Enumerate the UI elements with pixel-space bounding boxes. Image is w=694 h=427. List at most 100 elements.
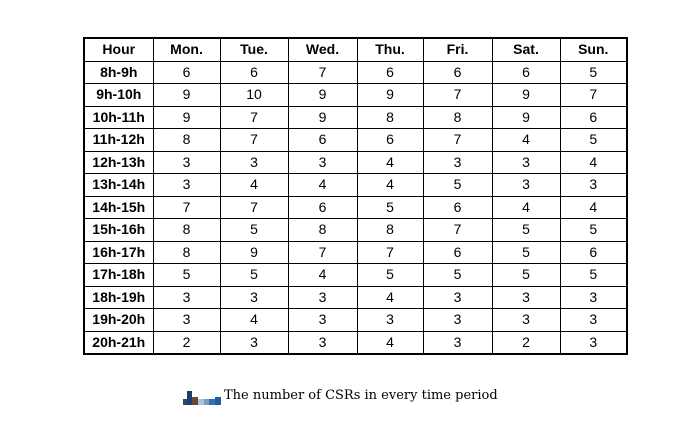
csr-count-cell: 5: [152, 263, 221, 287]
csr-count-cell: 3: [559, 330, 628, 355]
csr-count-cell: 3: [491, 150, 561, 174]
hour-cell: 9h-10h: [83, 83, 154, 107]
csr-count-cell: 8: [356, 105, 424, 129]
csr-count-cell: 9: [491, 83, 561, 107]
csr-count-cell: 3: [287, 330, 358, 355]
header-hour: Hour: [83, 37, 154, 62]
table-header-row: Hour Mon. Tue. Wed. Thu. Fri. Sat. Sun.: [83, 37, 628, 62]
csr-count-cell: 4: [287, 173, 358, 197]
csr-count-cell: 3: [491, 173, 561, 197]
csr-count-cell: 9: [219, 240, 289, 264]
table-row: 16h-17h 8 9 7 7 6 5 6: [83, 240, 628, 264]
csr-count-cell: 3: [422, 150, 493, 174]
table-row: 20h-21h 2 3 3 4 3 2 3: [83, 330, 628, 355]
table-body: 8h-9h 6 6 7 6 6 6 5 9h-10h 9 10 9 9 7 9 7 10h-11h 9 7 9 8 8 9 6…: [83, 60, 628, 355]
csr-count-cell: 9: [287, 83, 358, 107]
csr-count-cell: 5: [491, 263, 561, 287]
hour-cell: 12h-13h: [83, 150, 154, 174]
hour-cell: 8h-9h: [83, 60, 154, 84]
csr-count-cell: 3: [287, 285, 358, 309]
header-sun: Sun.: [559, 37, 628, 62]
csr-count-cell: 3: [559, 173, 628, 197]
csr-count-cell: 3: [219, 285, 289, 309]
csr-count-cell: 5: [422, 263, 493, 287]
csr-count-cell: 5: [219, 263, 289, 287]
csr-count-cell: 6: [356, 128, 424, 152]
csr-count-cell: 6: [356, 60, 424, 84]
header-wed: Wed.: [287, 37, 358, 62]
hour-cell: 20h-21h: [83, 330, 154, 355]
csr-count-cell: 4: [219, 173, 289, 197]
csr-count-cell: 4: [559, 150, 628, 174]
csr-count-cell: 3: [152, 150, 221, 174]
csr-count-cell: 3: [559, 285, 628, 309]
csr-count-cell: 5: [491, 218, 561, 242]
csr-count-cell: 8: [287, 218, 358, 242]
csr-count-cell: 3: [356, 308, 424, 332]
csr-count-cell: 9: [287, 105, 358, 129]
csr-count-cell: 3: [287, 150, 358, 174]
csr-count-cell: 6: [287, 195, 358, 219]
csr-count-cell: 5: [559, 263, 628, 287]
csr-count-cell: 3: [219, 330, 289, 355]
hour-cell: 19h-20h: [83, 308, 154, 332]
csr-count-cell: 6: [219, 60, 289, 84]
csr-count-cell: 6: [491, 60, 561, 84]
hour-cell: 10h-11h: [83, 105, 154, 129]
csr-count-cell: 4: [356, 173, 424, 197]
csr-count-cell: 7: [287, 60, 358, 84]
csr-count-cell: 2: [491, 330, 561, 355]
table-row: 15h-16h 8 5 8 8 7 5 5: [83, 218, 628, 242]
csr-count-cell: 3: [491, 285, 561, 309]
csr-count-cell: 3: [559, 308, 628, 332]
csr-count-cell: 4: [559, 195, 628, 219]
csr-count-cell: 7: [356, 240, 424, 264]
hour-cell: 13h-14h: [83, 173, 154, 197]
csr-count-cell: 5: [422, 173, 493, 197]
table-row: 17h-18h 5 5 4 5 5 5 5: [83, 263, 628, 287]
csr-count-cell: 6: [422, 195, 493, 219]
csr-count-cell: 6: [287, 128, 358, 152]
csr-count-cell: 7: [219, 105, 289, 129]
csr-count-cell: 6: [422, 240, 493, 264]
csr-count-cell: 8: [152, 240, 221, 264]
table-row: 12h-13h 3 3 3 4 3 3 4: [83, 150, 628, 174]
csr-count-cell: 4: [219, 308, 289, 332]
table-row: 14h-15h 7 7 6 5 6 4 4: [83, 195, 628, 219]
caption-text: The number of CSRs in every time period: [224, 387, 498, 403]
header-mon: Mon.: [152, 37, 221, 62]
csr-count-cell: 6: [422, 60, 493, 84]
csr-count-cell: 4: [356, 330, 424, 355]
csr-count-cell: 7: [559, 83, 628, 107]
hour-cell: 16h-17h: [83, 240, 154, 264]
csr-count-cell: 7: [152, 195, 221, 219]
csr-schedule-table: Hour Mon. Tue. Wed. Thu. Fri. Sat. Sun. …: [83, 37, 628, 355]
header-thu: Thu.: [356, 37, 424, 62]
csr-count-cell: 3: [219, 150, 289, 174]
csr-count-cell: 10: [219, 83, 289, 107]
csr-count-cell: 3: [491, 308, 561, 332]
csr-count-cell: 8: [152, 218, 221, 242]
hour-cell: 14h-15h: [83, 195, 154, 219]
csr-count-cell: 9: [152, 83, 221, 107]
csr-count-cell: 7: [422, 218, 493, 242]
header-sat: Sat.: [491, 37, 561, 62]
csr-count-cell: 7: [219, 128, 289, 152]
table-row: 8h-9h 6 6 7 6 6 6 5: [83, 60, 628, 84]
csr-count-cell: 6: [152, 60, 221, 84]
csr-count-cell: 2: [152, 330, 221, 355]
hour-cell: 18h-19h: [83, 285, 154, 309]
header-tue: Tue.: [219, 37, 289, 62]
table-caption: The number of CSRs in every time period: [183, 385, 498, 405]
hour-cell: 17h-18h: [83, 263, 154, 287]
csr-count-cell: 4: [356, 150, 424, 174]
table-row: 11h-12h 8 7 6 6 7 4 5: [83, 128, 628, 152]
csr-count-cell: 6: [559, 105, 628, 129]
csr-count-cell: 3: [422, 308, 493, 332]
csr-count-cell: 5: [356, 263, 424, 287]
csr-count-cell: 3: [422, 330, 493, 355]
csr-count-cell: 5: [559, 60, 628, 84]
csr-count-cell: 3: [422, 285, 493, 309]
csr-count-cell: 9: [356, 83, 424, 107]
csr-count-cell: 7: [422, 83, 493, 107]
